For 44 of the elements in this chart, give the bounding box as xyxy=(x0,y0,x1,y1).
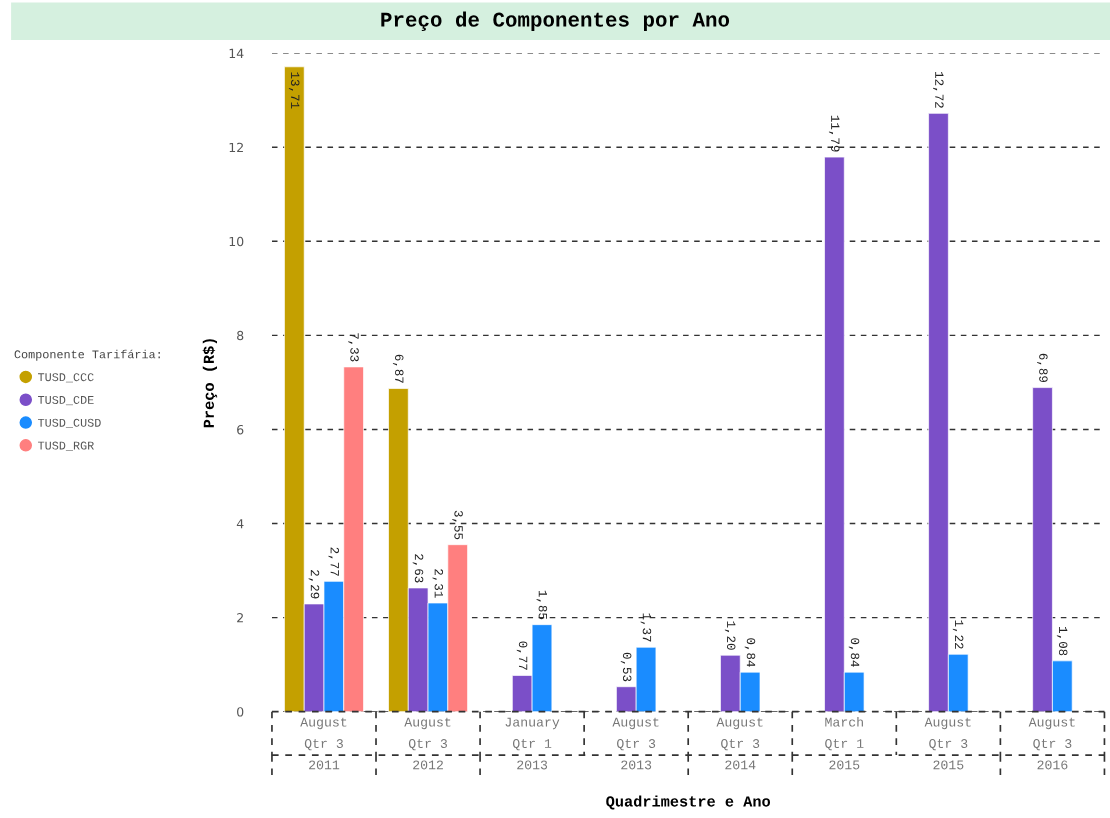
y-tick-label: 12 xyxy=(229,142,243,152)
x-tick-label: August Qtr 3 2015 xyxy=(924,717,971,770)
y-axis-title: Preço (R$) xyxy=(202,339,218,428)
data-label: 12,72 xyxy=(933,72,944,108)
x-tick-label: August Qtr 3 2016 xyxy=(1028,717,1075,770)
data-label: 2,77 xyxy=(328,547,339,576)
data-label: 1,37 xyxy=(640,613,652,642)
y-tick-label: 10 xyxy=(229,236,244,247)
data-label: 1,22 xyxy=(952,620,964,649)
x-tick-label: January Qtr 1 2013 xyxy=(505,717,560,770)
y-tick-label: 14 xyxy=(229,48,244,58)
data-label: 13,71 xyxy=(288,72,300,109)
x-tick-label: August Qtr 3 2014 xyxy=(716,717,763,770)
x-tick-label: August Qtr 3 2011 xyxy=(300,717,347,770)
y-tick-label: 6 xyxy=(237,424,244,435)
x-tick-label: August Qtr 3 2012 xyxy=(404,717,451,770)
data-label: 6,89 xyxy=(1037,353,1048,383)
legend-label: TUSD_CCC xyxy=(38,373,94,383)
data-label: 7,33 xyxy=(348,333,359,362)
y-tick-label: 0 xyxy=(237,707,244,717)
chart-title: Preço de Componentes por Ano xyxy=(381,11,730,32)
data-label: 0,77 xyxy=(516,641,528,670)
y-tick-label: 4 xyxy=(236,519,244,529)
data-label: 2,31 xyxy=(432,569,444,598)
x-tick-label: August Qtr 3 2013 xyxy=(612,717,659,770)
y-tick-label: 2 xyxy=(237,613,243,623)
legend-title: Componente Tarifária: xyxy=(14,349,160,361)
legend-label: TUSD_RGR xyxy=(38,441,94,451)
data-label: 1,08 xyxy=(1056,627,1068,656)
x-tick-label: March Qtr 1 2015 xyxy=(825,716,864,770)
data-label: 0,84 xyxy=(744,638,756,667)
data-label: 6,87 xyxy=(392,354,404,383)
y-tick-label: 8 xyxy=(237,330,244,341)
data-label: 2,29 xyxy=(308,570,320,599)
data-label: 1,20 xyxy=(724,621,736,650)
data-label: 11,79 xyxy=(828,115,840,152)
data-label: 0,84 xyxy=(848,638,860,667)
data-label: 3,55 xyxy=(452,510,463,540)
data-label: 2,63 xyxy=(412,554,424,583)
data-label: 0,53 xyxy=(620,652,632,682)
legend-label: TUSD_CUSD xyxy=(38,418,101,428)
data-label: 1,85 xyxy=(536,590,548,620)
legend-label: TUSD_CDE xyxy=(38,395,94,406)
x-axis-title: Quadrimestre e Ano xyxy=(606,795,771,810)
